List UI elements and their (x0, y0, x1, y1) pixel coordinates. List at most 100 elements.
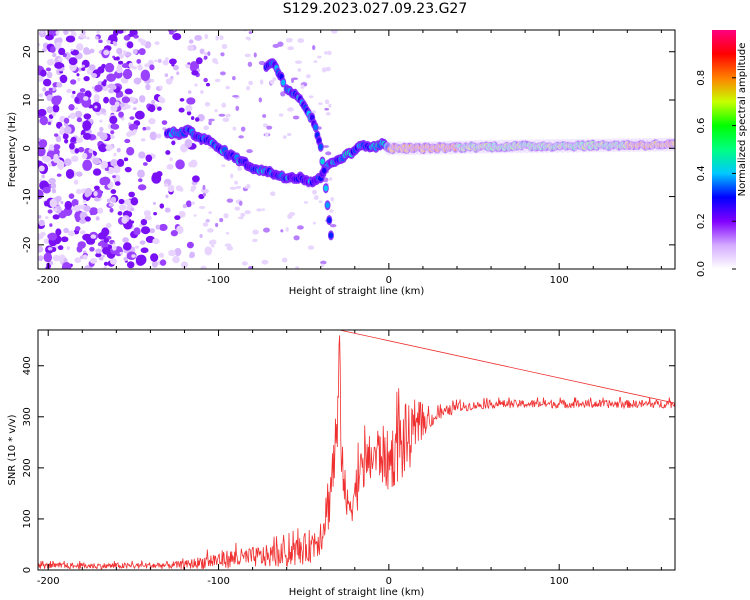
spectral-blob (320, 260, 327, 265)
spectral-blob (89, 48, 95, 54)
spectral-blob (162, 59, 169, 66)
spectral-blob (126, 146, 135, 156)
spectral-blob (115, 94, 121, 98)
spectral-blob (290, 77, 295, 83)
spectral-blob (169, 58, 177, 65)
spectral-blob (123, 35, 131, 41)
spectral-blob (229, 186, 237, 190)
spectral-blob (175, 159, 185, 170)
spectral-blob (123, 242, 132, 251)
spectral-blob (165, 150, 171, 155)
spectral-blob (74, 148, 80, 154)
spectral-blob (226, 198, 234, 203)
spectral-blob (152, 201, 156, 205)
spectral-blob (52, 157, 61, 164)
spectral-blob (114, 181, 121, 186)
spectral-blob (221, 102, 227, 108)
spectral-blob (106, 40, 111, 44)
spectral-blob (165, 57, 169, 61)
spectral-blob (246, 86, 251, 91)
spectral-blob (161, 120, 168, 125)
spectral-blob (235, 105, 240, 111)
colorbar-tick-label: 0.6 (696, 118, 707, 134)
spectral-blob (61, 261, 72, 269)
y-tick-label: 100 (22, 509, 33, 528)
spectral-blob (69, 112, 77, 120)
spectral-blob (93, 185, 100, 190)
spectral-blob (215, 35, 219, 41)
spectral-blob (103, 96, 109, 104)
spectral-blob (225, 113, 231, 118)
spectral-blob (38, 219, 45, 227)
spectral-blob (59, 74, 68, 84)
spectral-blob (238, 135, 244, 139)
spectral-blob (194, 117, 200, 122)
spectral-blob (272, 77, 277, 82)
spectral-blob (282, 135, 287, 139)
spectral-blob (38, 108, 47, 117)
spectral-blob (178, 210, 186, 218)
spectral-blob (261, 208, 265, 211)
snr-series-line (38, 330, 675, 570)
spectral-blob (111, 245, 117, 251)
spectral-blob (225, 231, 230, 235)
spectral-blob (263, 227, 270, 233)
spectral-blob (101, 63, 106, 69)
spectral-blob (140, 226, 151, 235)
spectral-blob (38, 189, 44, 200)
spectral-blob (325, 151, 332, 156)
spectral-blob (143, 210, 151, 217)
spectral-blob (221, 43, 228, 50)
spectral-blob (172, 30, 177, 32)
spectral-blob (56, 82, 63, 88)
spectral-blob (58, 254, 66, 260)
spectral-blob (246, 183, 251, 188)
spectral-blob (119, 102, 125, 108)
spectral-blob (73, 204, 81, 212)
spectral-blob (235, 185, 242, 189)
spectral-blob (105, 223, 112, 229)
spectral-blob (81, 67, 86, 71)
spectral-blob (52, 112, 56, 117)
spectral-blob (330, 196, 335, 202)
spectral-blob (174, 247, 182, 257)
spectral-blob (138, 48, 146, 56)
spectral-blob (110, 159, 118, 167)
spectral-blob (252, 238, 258, 243)
spectral-blob (205, 218, 210, 223)
spectral-blob (55, 30, 60, 35)
spectral-blob (187, 62, 191, 65)
spectral-blob (38, 165, 45, 172)
spectral-blob (116, 47, 123, 55)
spectral-blob (200, 90, 204, 94)
spectral-blob (116, 158, 125, 167)
spectral-blob (95, 252, 102, 258)
spectral-blob (189, 61, 200, 73)
spectral-blob (324, 107, 329, 111)
x-tick-label: 100 (550, 576, 569, 587)
track-core (323, 185, 329, 192)
spectral-blob (51, 188, 57, 194)
colorbar-tick-label: 0.4 (696, 165, 707, 181)
spectral-blob (76, 245, 83, 253)
spectral-blob (68, 57, 78, 66)
spectral-blob (38, 233, 42, 241)
spectral-blob (110, 196, 117, 203)
spectral-blob (103, 49, 110, 56)
spectral-blob (110, 134, 115, 139)
spectral-blob (208, 118, 215, 122)
spectral-blob (288, 212, 296, 217)
spectral-blob (78, 67, 82, 72)
spectral-blob (99, 119, 103, 123)
spectral-blob (203, 77, 208, 83)
spectral-blob (77, 146, 85, 153)
x-tick-label: -200 (37, 576, 60, 587)
spectral-blob (66, 88, 72, 94)
spectral-blob (54, 61, 64, 69)
spectral-blob (64, 200, 73, 210)
spectral-blob (164, 183, 169, 187)
spectral-blob (38, 245, 44, 253)
spectral-blob (99, 132, 108, 141)
snr-frame (37, 329, 676, 571)
